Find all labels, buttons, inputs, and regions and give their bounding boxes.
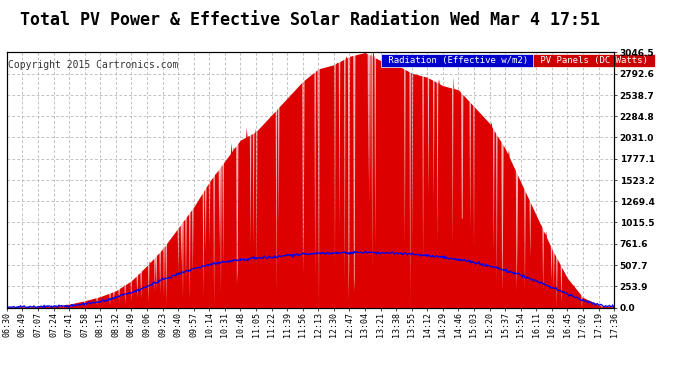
Text: Radiation (Effective w/m2): Radiation (Effective w/m2) (384, 56, 534, 65)
Text: PV Panels (DC Watts): PV Panels (DC Watts) (535, 56, 653, 65)
Text: Copyright 2015 Cartronics.com: Copyright 2015 Cartronics.com (8, 60, 178, 70)
Text: Total PV Power & Effective Solar Radiation Wed Mar 4 17:51: Total PV Power & Effective Solar Radiati… (21, 11, 600, 29)
